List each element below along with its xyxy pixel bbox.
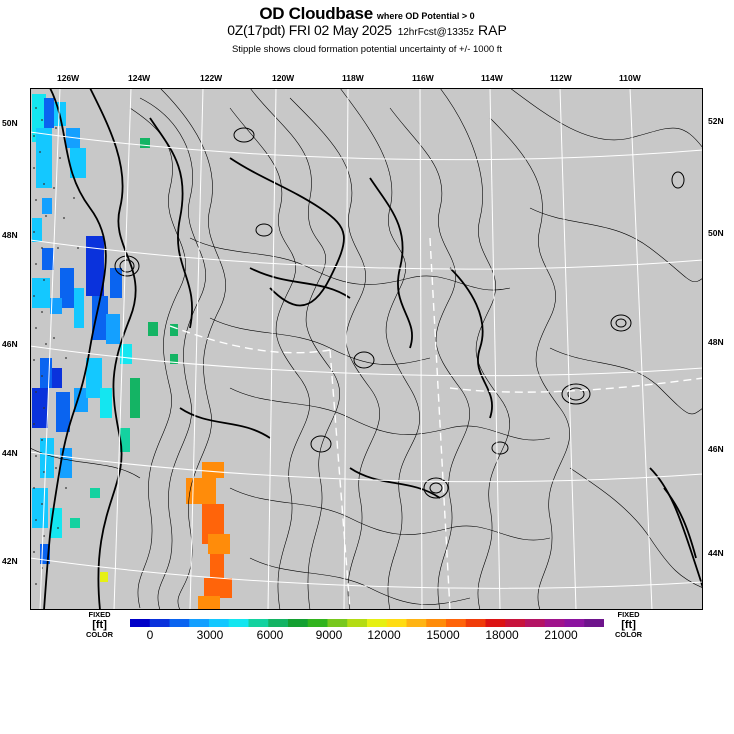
lon-label: 118W — [342, 73, 364, 83]
colorbar-tick: 9000 — [315, 628, 343, 642]
lat-label-right: 48N — [708, 337, 724, 347]
colorbar-swatch — [209, 619, 230, 627]
colorbar-swatch — [465, 619, 486, 627]
map-title: OD Cloudbase — [259, 4, 373, 23]
valid-time-row: 0Z(17pdt) FRI 02 May 2025 12hrFcst@1335z R… — [0, 22, 734, 40]
colorbar-right-unit: [ft] — [621, 619, 636, 631]
lat-label-right: 50N — [708, 228, 724, 238]
colorbar-swatch — [505, 619, 526, 627]
lon-label: 122W — [200, 73, 223, 83]
map-background — [30, 88, 703, 610]
stipple-pattern — [33, 107, 79, 585]
lon-label: 110W — [619, 73, 641, 83]
colorbar-tick: 6000 — [256, 628, 284, 642]
lon-label: 120W — [272, 73, 295, 83]
colorbar-tick: 15000 — [426, 628, 460, 642]
colorbar-tick: 18000 — [485, 628, 519, 642]
colorbar — [130, 619, 604, 627]
lat-label-left: 44N — [2, 448, 18, 458]
lat-label-left: 46N — [2, 339, 18, 349]
colorbar-swatch — [347, 619, 368, 627]
colorbar-swatch — [386, 619, 407, 627]
lat-label-left: 42N — [2, 556, 18, 566]
colorbar-swatch — [584, 619, 604, 627]
colorbar-left-top: FIXED — [88, 610, 111, 619]
colorbar-swatch — [446, 619, 467, 627]
map-title-note: where OD Potential > 0 — [376, 11, 475, 21]
lat-label-left: 48N — [2, 230, 18, 240]
colorbar-left-label: FIXED [ft] COLOR — [86, 611, 113, 639]
lon-label: 124W — [128, 73, 151, 83]
colorbar-swatch — [130, 619, 151, 627]
lat-lon-grid — [30, 88, 703, 610]
colorbar-left-bottom: COLOR — [86, 630, 114, 639]
colorbar-swatch — [169, 619, 190, 627]
lat-label-right: 52N — [708, 116, 724, 126]
lon-label: 114W — [481, 73, 503, 83]
lat-label-right: 44N — [708, 548, 724, 558]
colorbar-swatch — [189, 619, 210, 627]
map-subtitle: Stipple shows cloud formation potential … — [231, 44, 503, 55]
lon-label: 116W — [412, 73, 434, 83]
lon-label: 126W — [57, 73, 80, 83]
colorbar-swatch — [268, 619, 289, 627]
forecast-label: 12hrFcst@1335z — [397, 27, 474, 38]
colorbar-swatch — [149, 619, 170, 627]
colorbar-swatch — [525, 619, 546, 627]
state-boundaries — [169, 237, 703, 610]
colorbar-left-unit: [ft] — [92, 619, 107, 631]
lat-label-right: 46N — [708, 444, 724, 454]
colorbar-tick: 12000 — [367, 628, 401, 642]
model-label: RAP — [478, 22, 507, 38]
contour-rings — [114, 127, 685, 499]
colorbar-right-label: FIXED [ft] COLOR — [615, 611, 642, 639]
colorbar-right-bottom: COLOR — [615, 630, 643, 639]
colorbar-swatch — [248, 619, 269, 627]
cloudbase-cells — [32, 94, 232, 610]
colorbar-swatch — [307, 619, 328, 627]
colorbar-swatch — [406, 619, 427, 627]
colorbar-right-top: FIXED — [617, 610, 640, 619]
colorbar-swatch — [485, 619, 506, 627]
colorbar-tick: 3000 — [196, 628, 224, 642]
colorbar-tick: 21000 — [544, 628, 578, 642]
lon-label: 112W — [550, 73, 572, 83]
colorbar-swatch — [327, 619, 348, 627]
valid-time: 0Z(17pdt) FRI 02 May 2025 — [227, 22, 392, 38]
colorbar-swatch — [544, 619, 565, 627]
weather-map — [30, 88, 703, 610]
lat-label-left: 50N — [2, 118, 18, 128]
colorbar-tick: 0 — [146, 628, 154, 642]
colorbar-swatch — [288, 619, 309, 627]
colorbar-swatch — [367, 619, 388, 627]
title-row: OD Cloudbase where OD Potential > 0 — [0, 4, 734, 24]
map-frame — [30, 88, 703, 610]
colorbar-swatch — [426, 619, 447, 627]
contour-lines — [30, 88, 703, 610]
colorbar-swatch — [228, 619, 249, 627]
colorbar-swatch — [564, 619, 585, 627]
